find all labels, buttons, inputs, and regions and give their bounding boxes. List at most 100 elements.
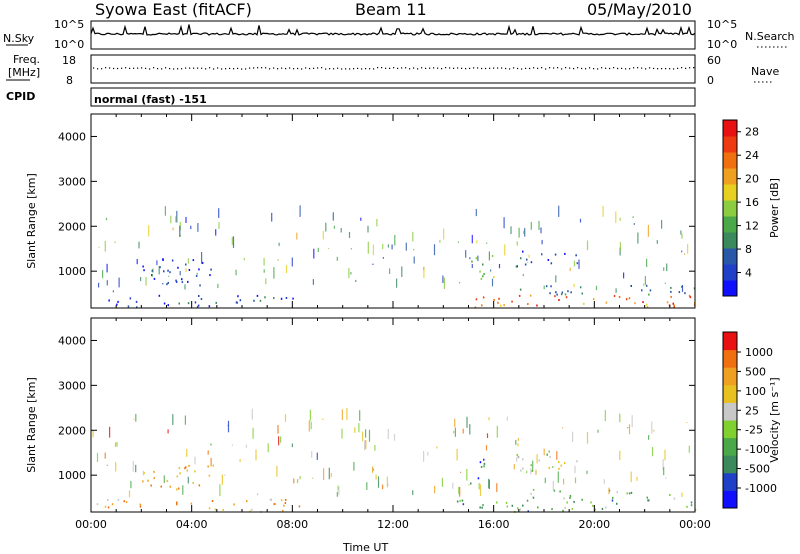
freq-tick-top: 18: [62, 54, 76, 67]
range-cell: [570, 291, 572, 294]
range-cell: [372, 468, 375, 471]
range-cell: [482, 275, 484, 278]
freq-label-1: Freq.: [13, 53, 40, 66]
range-cell: [575, 254, 577, 257]
range-cell: [434, 485, 436, 494]
range-cell: [387, 428, 389, 439]
range-cell: [108, 299, 110, 302]
range-cell: [171, 259, 174, 262]
range-cell: [670, 295, 672, 298]
nsky-tick-top: 10^5: [54, 18, 84, 31]
range-cell: [573, 500, 575, 503]
range-cell: [322, 418, 324, 420]
range-cell: [641, 289, 643, 292]
range-cell: [547, 259, 550, 261]
range-cell: [476, 240, 478, 244]
range-cell: [401, 266, 403, 277]
range-cell: [681, 233, 683, 239]
range-cell: [662, 459, 664, 471]
range-cell: [555, 275, 557, 283]
range-cell: [616, 491, 618, 494]
range-cell: [482, 263, 484, 266]
range-cell: [433, 244, 436, 256]
range-cell: [488, 479, 490, 489]
range-cell: [530, 221, 532, 230]
range-cell: [523, 230, 525, 234]
range-cell: [628, 424, 631, 435]
range-cell: [630, 285, 632, 287]
range-cell: [215, 301, 217, 304]
range-cell: [564, 506, 566, 509]
colorbar-swatch: [723, 184, 737, 201]
range-cell: [117, 498, 120, 501]
range-cell: [664, 449, 666, 461]
range-cell: [92, 430, 94, 438]
range-cell: [207, 450, 209, 455]
range-cell: [564, 293, 567, 296]
range-cell: [656, 240, 658, 244]
range-cell: [163, 475, 165, 483]
range-cell: [267, 443, 269, 453]
range-cell: [109, 426, 111, 438]
x-tick-label: 20:00: [578, 518, 610, 531]
range-cell: [187, 280, 189, 283]
range-cell: [569, 496, 571, 499]
range-cell: [179, 271, 181, 276]
range-cell: [515, 439, 517, 445]
range-cell: [312, 279, 314, 285]
range-cell: [299, 476, 301, 480]
range-cell: [554, 295, 556, 298]
range-cell: [277, 259, 279, 261]
freq-label-2: [MHz]: [8, 66, 40, 79]
range-cell: [554, 253, 557, 256]
range-cell: [686, 505, 688, 508]
range-cell: [184, 415, 186, 425]
range-cell: [581, 498, 583, 501]
range-cell: [184, 284, 186, 290]
colorbar-tick: 8: [745, 243, 752, 256]
freq-tick-bottom: 8: [66, 74, 73, 87]
range-cell: [179, 472, 181, 475]
range-cell: [454, 418, 456, 427]
range-cell: [504, 244, 506, 256]
range-cell: [573, 260, 575, 267]
range-cell: [308, 420, 310, 432]
range-cell: [530, 468, 532, 475]
range-cell: [285, 297, 288, 299]
range-cell: [479, 270, 481, 273]
range-cell: [219, 484, 221, 497]
range-cell: [518, 294, 521, 297]
range-cell: [459, 487, 461, 497]
nsearch-tick-bottom: 10^0: [707, 38, 737, 51]
colorbar-tick: -500: [745, 463, 770, 476]
range-cell: [586, 470, 588, 474]
nave-label: Nave: [751, 65, 779, 78]
nsearch-tick-top: 10^5: [707, 18, 737, 31]
colorbar-swatch: [723, 402, 737, 421]
power-panel: 1000 2000 3000 4000 Slant Range [km]: [25, 113, 696, 309]
range-cell: [619, 242, 621, 251]
range-cell: [672, 302, 674, 305]
range-cell: [427, 451, 429, 456]
range-cell: [386, 476, 388, 488]
range-cell: [160, 485, 162, 488]
range-cell: [462, 503, 465, 506]
range-cell: [167, 304, 169, 307]
range-cell: [106, 464, 108, 466]
range-cell: [479, 484, 482, 497]
range-cell: [556, 293, 558, 296]
range-cell: [375, 474, 377, 480]
nave-tick-bottom: 0: [707, 74, 714, 87]
range-cell: [480, 277, 483, 280]
range-cell: [280, 499, 283, 502]
range-cell: [466, 416, 468, 428]
range-cell: [549, 455, 551, 458]
range-cell: [436, 446, 438, 449]
range-cell: [114, 241, 116, 243]
range-cell: [176, 501, 178, 504]
range-cell: [273, 503, 275, 506]
range-cell: [527, 261, 529, 263]
range-cell: [296, 479, 299, 484]
range-cell: [615, 211, 617, 223]
range-cell: [296, 232, 298, 240]
